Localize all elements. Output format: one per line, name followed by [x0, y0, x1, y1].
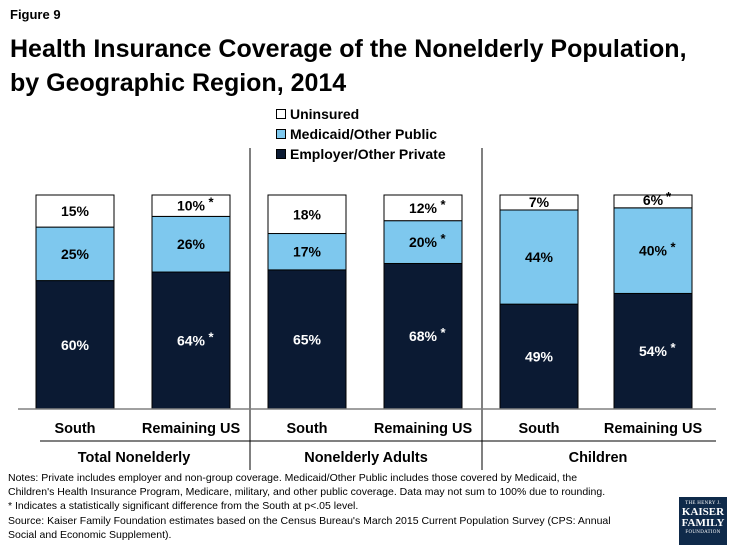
- legend-item-uninsured: Uninsured: [276, 104, 446, 124]
- bar-segment-medicaid: [35, 226, 115, 282]
- notes-line: Children's Health Insurance Program, Med…: [8, 486, 606, 499]
- chart-notes: Notes: Private includes employer and non…: [8, 471, 668, 542]
- bar-value-label: 15%: [61, 203, 90, 219]
- bar-segment-employer: [499, 303, 579, 410]
- bar-segment-medicaid: [613, 207, 693, 294]
- source-line: Social and Economic Supplement).: [8, 528, 172, 541]
- x-tick-label: South: [518, 421, 559, 437]
- significance-marker: *: [441, 325, 447, 340]
- stacked-bar-chart: 60%25%15%64% *26%10% *65%17%18%68% *20% *12%…: [18, 148, 716, 470]
- x-tick-label: South: [54, 421, 95, 437]
- legend-swatch-medicaid: [276, 129, 286, 139]
- logo-word-family: FAMILY: [681, 517, 725, 529]
- group-label: Children: [569, 450, 628, 466]
- bar-value-label: 25%: [61, 246, 90, 262]
- source-line: Source: Kaiser Family Foundation estimat…: [8, 514, 611, 527]
- figure-label: Figure 9: [10, 7, 61, 22]
- significance-marker: *: [209, 195, 215, 210]
- bar-value-label: 49%: [525, 349, 554, 365]
- bar-segment-uninsured: [151, 194, 231, 217]
- x-tick-label: South: [286, 421, 327, 437]
- bar-value-label: 26%: [177, 236, 206, 252]
- bar-value-label: 17%: [293, 244, 322, 260]
- significance-marker: *: [671, 340, 677, 355]
- bar-segment-uninsured: [383, 194, 463, 222]
- legend-item-medicaid: Medicaid/Other Public: [276, 124, 446, 144]
- bar-value-label: 60%: [61, 337, 90, 353]
- bar-segment-employer: [35, 280, 115, 410]
- bar-segment-employer: [267, 269, 347, 410]
- bar-segment-uninsured: [499, 194, 579, 211]
- x-tick-label: Remaining US: [604, 421, 703, 437]
- bar-value-label: 44%: [525, 249, 554, 265]
- bar-segment-medicaid: [383, 220, 463, 264]
- bar-value-label: 64%: [177, 333, 206, 349]
- x-tick-label: Remaining US: [142, 421, 241, 437]
- legend-swatch-uninsured: [276, 109, 286, 119]
- bar-segment-medicaid: [267, 233, 347, 271]
- bar-segment-uninsured: [267, 194, 347, 235]
- legend-label-employer: Employer/Other Private: [290, 146, 446, 162]
- chart-title-line-1: Health Insurance Coverage of the Nonelde…: [10, 35, 687, 63]
- bar-segment-uninsured: [35, 194, 115, 228]
- bar-value-label: 54%: [639, 343, 668, 359]
- chart-legend: Uninsured Medicaid/Other Public Employer…: [276, 104, 446, 164]
- bar-value-label: 7%: [529, 194, 550, 210]
- legend-item-employer: Employer/Other Private: [276, 144, 446, 164]
- bar-value-label: 20%: [409, 234, 438, 250]
- legend-label-uninsured: Uninsured: [290, 106, 360, 122]
- bar-value-label: 10%: [177, 198, 206, 214]
- group-label: Nonelderly Adults: [304, 450, 428, 466]
- significance-marker: *: [671, 240, 677, 255]
- bar-value-label: 68%: [409, 328, 438, 344]
- significance-marker: *: [441, 197, 447, 212]
- notes-line: Notes: Private includes employer and non…: [8, 472, 578, 484]
- bar-value-label: 12%: [409, 200, 438, 216]
- significance-marker: *: [441, 231, 447, 246]
- bar-segment-employer: [383, 262, 463, 410]
- bar-segment-medicaid: [151, 215, 231, 273]
- x-tick-label: Remaining US: [374, 421, 473, 437]
- legend-label-medicaid: Medicaid/Other Public: [290, 126, 438, 142]
- legend-swatch-employer: [276, 149, 286, 159]
- bar-value-label: 40%: [639, 243, 668, 259]
- chart-title-line-2: by Geographic Region, 2014: [10, 69, 347, 97]
- significance-note: * Indicates a statistically significant …: [8, 500, 359, 513]
- significance-marker: *: [209, 330, 215, 345]
- logo-top-text: THE HENRY J.: [685, 501, 721, 506]
- bar-value-label: 18%: [293, 206, 322, 222]
- bar-segment-uninsured: [613, 194, 693, 209]
- bar-value-label: 65%: [293, 331, 322, 347]
- significance-marker: *: [666, 189, 672, 204]
- kaiser-family-foundation-logo: THE HENRY J. KAISER FAMILY FOUNDATION: [679, 497, 727, 545]
- bar-segment-medicaid: [499, 209, 579, 305]
- chart-title: Health Insurance Coverage of the Nonelde…: [10, 32, 725, 100]
- group-label: Total Nonelderly: [78, 450, 191, 466]
- logo-word-kaiser: KAISER: [681, 506, 725, 518]
- logo-bottom-text: FOUNDATION: [685, 530, 721, 535]
- bar-value-label: 6%: [643, 192, 664, 208]
